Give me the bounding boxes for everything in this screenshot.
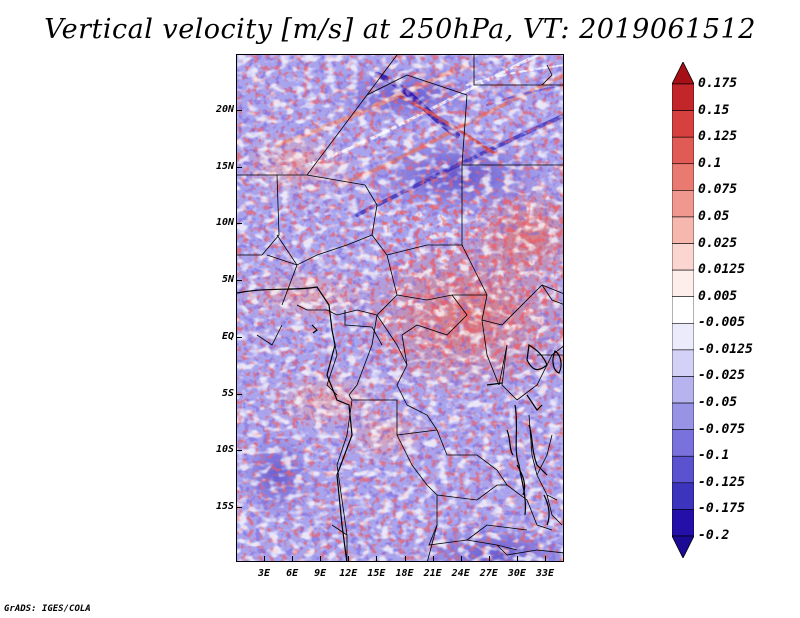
colorbar-segment [672,509,694,537]
lon-label: 21E [423,568,442,579]
colorbar-level-label: 0.175 [698,76,738,91]
colorbar-segment [672,216,694,244]
lat-label: 10N [215,217,234,229]
lat-label: 5S [221,387,234,399]
lat-label: 15S [215,500,234,512]
lat-label: 20N [215,104,234,115]
colorbar-segment [672,136,694,165]
lon-label: 30E [507,568,526,579]
colorbar-level-label: 0.025 [698,235,738,251]
colorbar-segment [672,482,694,510]
lon-tick [404,556,406,562]
colorbar-segment [672,243,694,271]
lat-label: 10S [215,444,234,456]
colorbar-level-label: 0.075 [698,182,738,198]
colorbar-segment [672,110,694,138]
lon-label: 33E [535,568,555,579]
lat-tick [236,110,242,111]
colorbar-level-label: -0.0125 [698,341,753,357]
lon-label: 6E [286,568,299,579]
lon-label: 15E [367,568,386,579]
lat-tick [236,336,242,338]
colorbar-segment [672,322,694,351]
colorbar-level-label: -0.005 [698,315,745,331]
lat-tick [236,450,242,452]
lon-label: 18E [395,568,414,579]
colorbar-segment [672,349,694,377]
colorbar-level-label: -0.025 [698,368,745,384]
lat-tick [236,280,242,282]
colorbar-level-label: 0.0125 [698,262,745,278]
lon-tick [516,556,518,562]
lat-tick [236,223,242,225]
colorbar-level-label: -0.1 [698,448,730,464]
colorbar-segment [672,269,694,298]
velocity-map [236,54,564,562]
lon-label: 3E [257,568,271,579]
colorbar-segment [672,296,694,324]
credit-text: GrADS: IGES/COLA [4,604,91,614]
lon-tick [376,556,378,562]
colorbar-level-label: 0.1 [698,155,722,171]
lat-label: 5N [221,274,234,286]
colorbar [672,62,694,558]
colorbar-top-arrow [672,62,694,85]
colorbar-segment [672,163,694,191]
colorbar-segment [672,83,694,111]
colorbar-bottom-arrow [672,535,694,558]
lon-label: 24E [451,568,470,579]
colorbar-segment [672,455,694,484]
colorbar-segment [672,402,694,430]
lat-label: EQ [221,330,234,342]
lon-label: 9E [314,568,327,579]
lon-tick [460,556,462,562]
colorbar-segment [672,429,694,457]
colorbar-level-label: -0.175 [698,501,745,517]
lon-label: 12E [339,568,358,579]
colorbar-level-label: 0.005 [698,288,738,304]
lon-label: 27E [479,568,498,579]
lon-tick [432,556,434,562]
colorbar-level-label: 0.15 [698,102,730,118]
lon-tick [488,556,490,562]
colorbar-level-label: -0.05 [698,395,738,411]
map-title: Vertical velocity [m/s] at 250hPa, VT: 2… [44,14,756,45]
colorbar-segment [672,376,694,404]
colorbar-level-label: -0.2 [698,528,730,543]
lat-tick [236,506,242,508]
lon-tick [292,556,294,562]
colorbar-level-label: 0.05 [698,208,730,224]
colorbar-level-label: -0.075 [698,421,745,437]
lon-tick [545,556,546,562]
lon-tick [320,556,322,562]
lon-tick [264,556,265,562]
colorbar-level-label: 0.125 [698,129,738,145]
colorbar-level-label: -0.125 [698,474,745,490]
velocity-field [237,55,563,561]
colorbar-segment [672,190,694,218]
lon-tick [348,556,350,562]
country-borders [237,55,563,561]
lat-label: 15N [215,160,234,172]
lat-tick [236,166,242,168]
coastlines [237,286,562,561]
lat-tick [236,393,242,395]
